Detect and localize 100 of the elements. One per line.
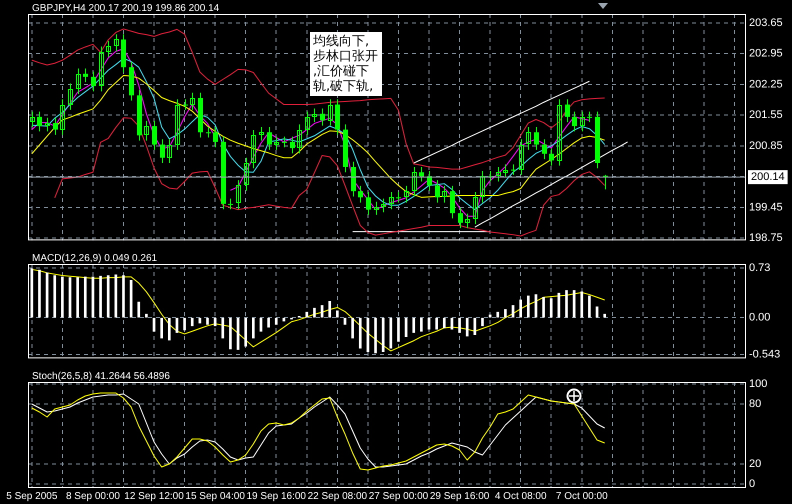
candlestick xyxy=(274,136,279,150)
candlestick xyxy=(60,98,65,136)
y-tick-label: -0.543 xyxy=(749,348,780,361)
bar xyxy=(596,306,598,318)
candlestick xyxy=(183,98,188,110)
annotation: 均线向下,步林口张开,汇价碰下轨,破下轨, xyxy=(310,32,382,96)
y-tick-label: 200.85 xyxy=(749,140,783,152)
bar xyxy=(46,272,48,318)
bar xyxy=(320,305,324,318)
bar xyxy=(558,292,560,318)
candlestick xyxy=(328,98,333,126)
y-tick-label: 202.25 xyxy=(749,78,783,90)
candlestick xyxy=(297,124,302,154)
candlestick xyxy=(320,108,325,126)
candlestick xyxy=(68,82,73,110)
bar xyxy=(328,301,332,318)
candlestick xyxy=(465,213,470,229)
bar xyxy=(512,305,514,318)
candlestick xyxy=(259,126,264,142)
chart-title: GBPJPY,H4 200.17 200.19 199.86 200.14 xyxy=(32,2,220,14)
candlestick xyxy=(450,185,455,219)
bar xyxy=(198,318,202,324)
candlestick xyxy=(587,111,592,123)
bar xyxy=(496,312,500,318)
candlestick xyxy=(435,180,440,204)
bar xyxy=(122,275,125,318)
candlestick xyxy=(91,71,96,92)
candlestick xyxy=(580,111,585,132)
bar xyxy=(236,318,240,350)
x-tick-label: 4 Oct 08:00 xyxy=(494,490,547,502)
bar xyxy=(106,275,110,318)
candlestick xyxy=(114,34,119,52)
candlestick xyxy=(160,138,165,164)
candlestick xyxy=(99,46,104,92)
candlestick xyxy=(565,98,570,123)
chart-title: MACD(12,26,9) 0.049 0.261 xyxy=(32,252,158,264)
x-tick-label: 27 Sep 00:00 xyxy=(368,490,429,502)
candlestick xyxy=(152,120,157,150)
candlestick xyxy=(496,166,501,182)
candlestick xyxy=(358,185,363,204)
x-tick-label: 15 Sep 04:00 xyxy=(185,490,246,502)
y-tick-label: 80 xyxy=(749,398,762,410)
bar xyxy=(351,318,354,338)
bar xyxy=(344,318,346,325)
candlestick xyxy=(251,130,256,169)
candlestick xyxy=(206,126,211,138)
candlestick xyxy=(228,198,233,210)
candlestick xyxy=(480,170,485,204)
ref-line-label: 200.14 xyxy=(751,171,785,184)
bar xyxy=(580,292,584,318)
bar xyxy=(244,318,248,347)
bar xyxy=(313,308,316,318)
bar xyxy=(428,318,430,330)
bar xyxy=(526,296,530,318)
bar xyxy=(603,314,606,318)
y-tick-label: 198.75 xyxy=(749,232,783,244)
candlestick xyxy=(53,117,58,136)
bar xyxy=(550,298,553,318)
bar xyxy=(137,302,140,318)
candlestick xyxy=(236,180,241,210)
candlestick xyxy=(190,92,195,110)
bar xyxy=(420,318,423,332)
x-tick-label: 7 Oct 00:00 xyxy=(556,490,608,502)
bar xyxy=(130,280,132,318)
bar xyxy=(572,290,576,318)
bar xyxy=(542,296,545,318)
candlestick xyxy=(412,166,417,197)
candlestick xyxy=(37,111,42,132)
bar xyxy=(176,318,178,333)
bar xyxy=(588,296,591,318)
bar xyxy=(214,318,216,326)
bar xyxy=(450,318,454,330)
candlestick xyxy=(45,117,50,132)
bar xyxy=(68,277,72,318)
bar xyxy=(305,312,308,318)
bar xyxy=(412,318,416,333)
y-tick-label: 201.55 xyxy=(749,109,783,122)
candlestick xyxy=(396,192,401,204)
candlestick xyxy=(519,138,524,176)
candlestick xyxy=(167,138,172,164)
y-tick-label: 100 xyxy=(749,378,768,390)
candlestick xyxy=(557,98,562,166)
y-tick-label: 0.00 xyxy=(749,312,770,324)
bar xyxy=(565,290,568,318)
bar xyxy=(183,318,186,330)
candlestick xyxy=(427,170,432,192)
bar xyxy=(114,274,118,318)
x-tick-label: 29 Sep 16:00 xyxy=(430,490,490,502)
bar xyxy=(488,314,492,318)
candlestick xyxy=(511,164,516,176)
bar xyxy=(206,318,209,325)
bar xyxy=(366,318,370,352)
bar xyxy=(190,318,194,326)
candlestick xyxy=(534,126,539,150)
y-tick-label: 203.65 xyxy=(749,16,783,29)
candlestick xyxy=(312,108,317,123)
candlestick xyxy=(175,98,180,150)
y-tick-label: 20 xyxy=(749,458,762,470)
candlestick xyxy=(76,68,81,95)
bar xyxy=(53,275,56,318)
